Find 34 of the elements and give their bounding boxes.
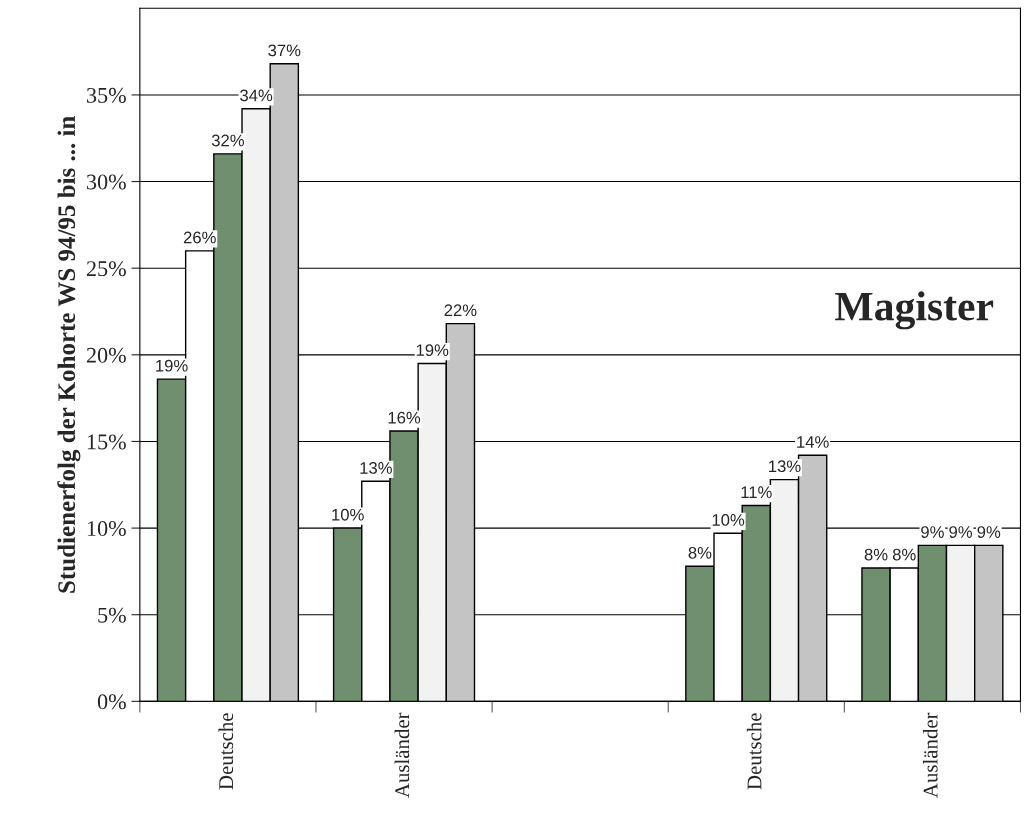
y-tick-label: 15% [87, 434, 126, 450]
x-tick-label: Ausländer [394, 712, 410, 798]
data-label: 9% [949, 526, 973, 538]
data-label: 13% [769, 460, 801, 473]
y-tick-label: 20% [86, 347, 126, 363]
data-label: 13% [360, 462, 392, 474]
y-axis-title: Studienerfolg der Kohorte WS 94/95 bis ... in [57, 116, 81, 593]
data-label: 19% [156, 359, 188, 372]
y-tick-label: 35% [87, 87, 126, 103]
data-label: 10% [332, 508, 364, 521]
data-label: 10% [712, 514, 745, 526]
y-tick-label: 10% [87, 521, 126, 537]
y-tick-label: 30% [87, 174, 126, 190]
data-label: 9% [921, 526, 944, 538]
x-tick-label: Deutsche [746, 713, 762, 790]
data-label: 11% [741, 486, 772, 499]
data-label: 22% [444, 304, 477, 317]
data-label: 16% [388, 411, 421, 424]
data-label: 8% [864, 548, 888, 561]
data-label: 34% [240, 89, 273, 102]
data-label: 37% [268, 44, 301, 57]
data-label: 32% [211, 134, 245, 147]
data-label: 19% [416, 344, 449, 357]
data-label: 9% [977, 526, 1001, 538]
data-label: 8% [892, 548, 916, 561]
y-tick-label: 25% [86, 261, 126, 277]
data-label: 14% [797, 436, 829, 448]
annotation: Magister [835, 291, 994, 330]
data-label: 8% [688, 546, 712, 559]
x-tick-label: Ausländer [922, 712, 938, 798]
y-tick-label: 5% [98, 607, 126, 623]
y-tick-label: 0% [97, 694, 126, 710]
x-tick-label: Deutsche [218, 713, 234, 790]
data-label: 26% [183, 231, 216, 244]
